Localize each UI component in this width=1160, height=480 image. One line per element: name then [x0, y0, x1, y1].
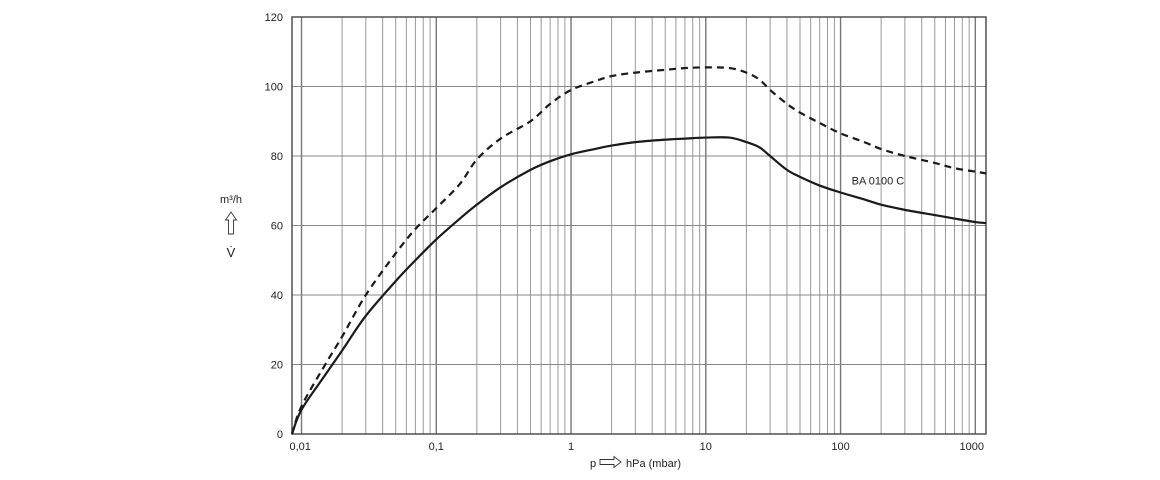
series-annotation: BA 0100 C: [852, 175, 905, 187]
up-arrow-icon: [224, 211, 238, 235]
x-tick-label: 0,01: [290, 441, 311, 453]
y-tick-label: 60: [271, 221, 283, 233]
y-tick-label: 40: [271, 290, 283, 302]
solid-curve: [290, 136, 987, 435]
x-tick-labels: 0,01 0,1 1 10 100 1000: [290, 441, 984, 453]
y-axis-unit: m³/h: [220, 194, 242, 206]
grid: [292, 16, 986, 435]
x-tick-label: 100: [831, 441, 849, 453]
x-tick-label: 1: [568, 441, 574, 453]
y-axis-symbol: V̇: [227, 245, 236, 260]
x-tick-label: 10: [700, 441, 712, 453]
x-axis-label-unit: hPa (mbar): [626, 458, 681, 470]
y-tick-labels: 0 20 40 60 80 100 120: [265, 12, 283, 441]
x-axis-label-prefix: p: [590, 458, 596, 470]
y-tick-label: 20: [271, 360, 283, 372]
dashed-curve: [290, 66, 987, 435]
plot-frame: [291, 16, 987, 435]
y-tick-label: 100: [265, 82, 283, 94]
right-arrow-icon: [599, 455, 622, 469]
series-group: [290, 66, 987, 435]
x-tick-label: 1000: [960, 441, 984, 453]
x-tick-label: 0,1: [429, 441, 444, 453]
y-tick-label: 0: [277, 429, 283, 441]
y-tick-label: 120: [265, 12, 283, 24]
y-tick-label: 80: [271, 151, 283, 163]
